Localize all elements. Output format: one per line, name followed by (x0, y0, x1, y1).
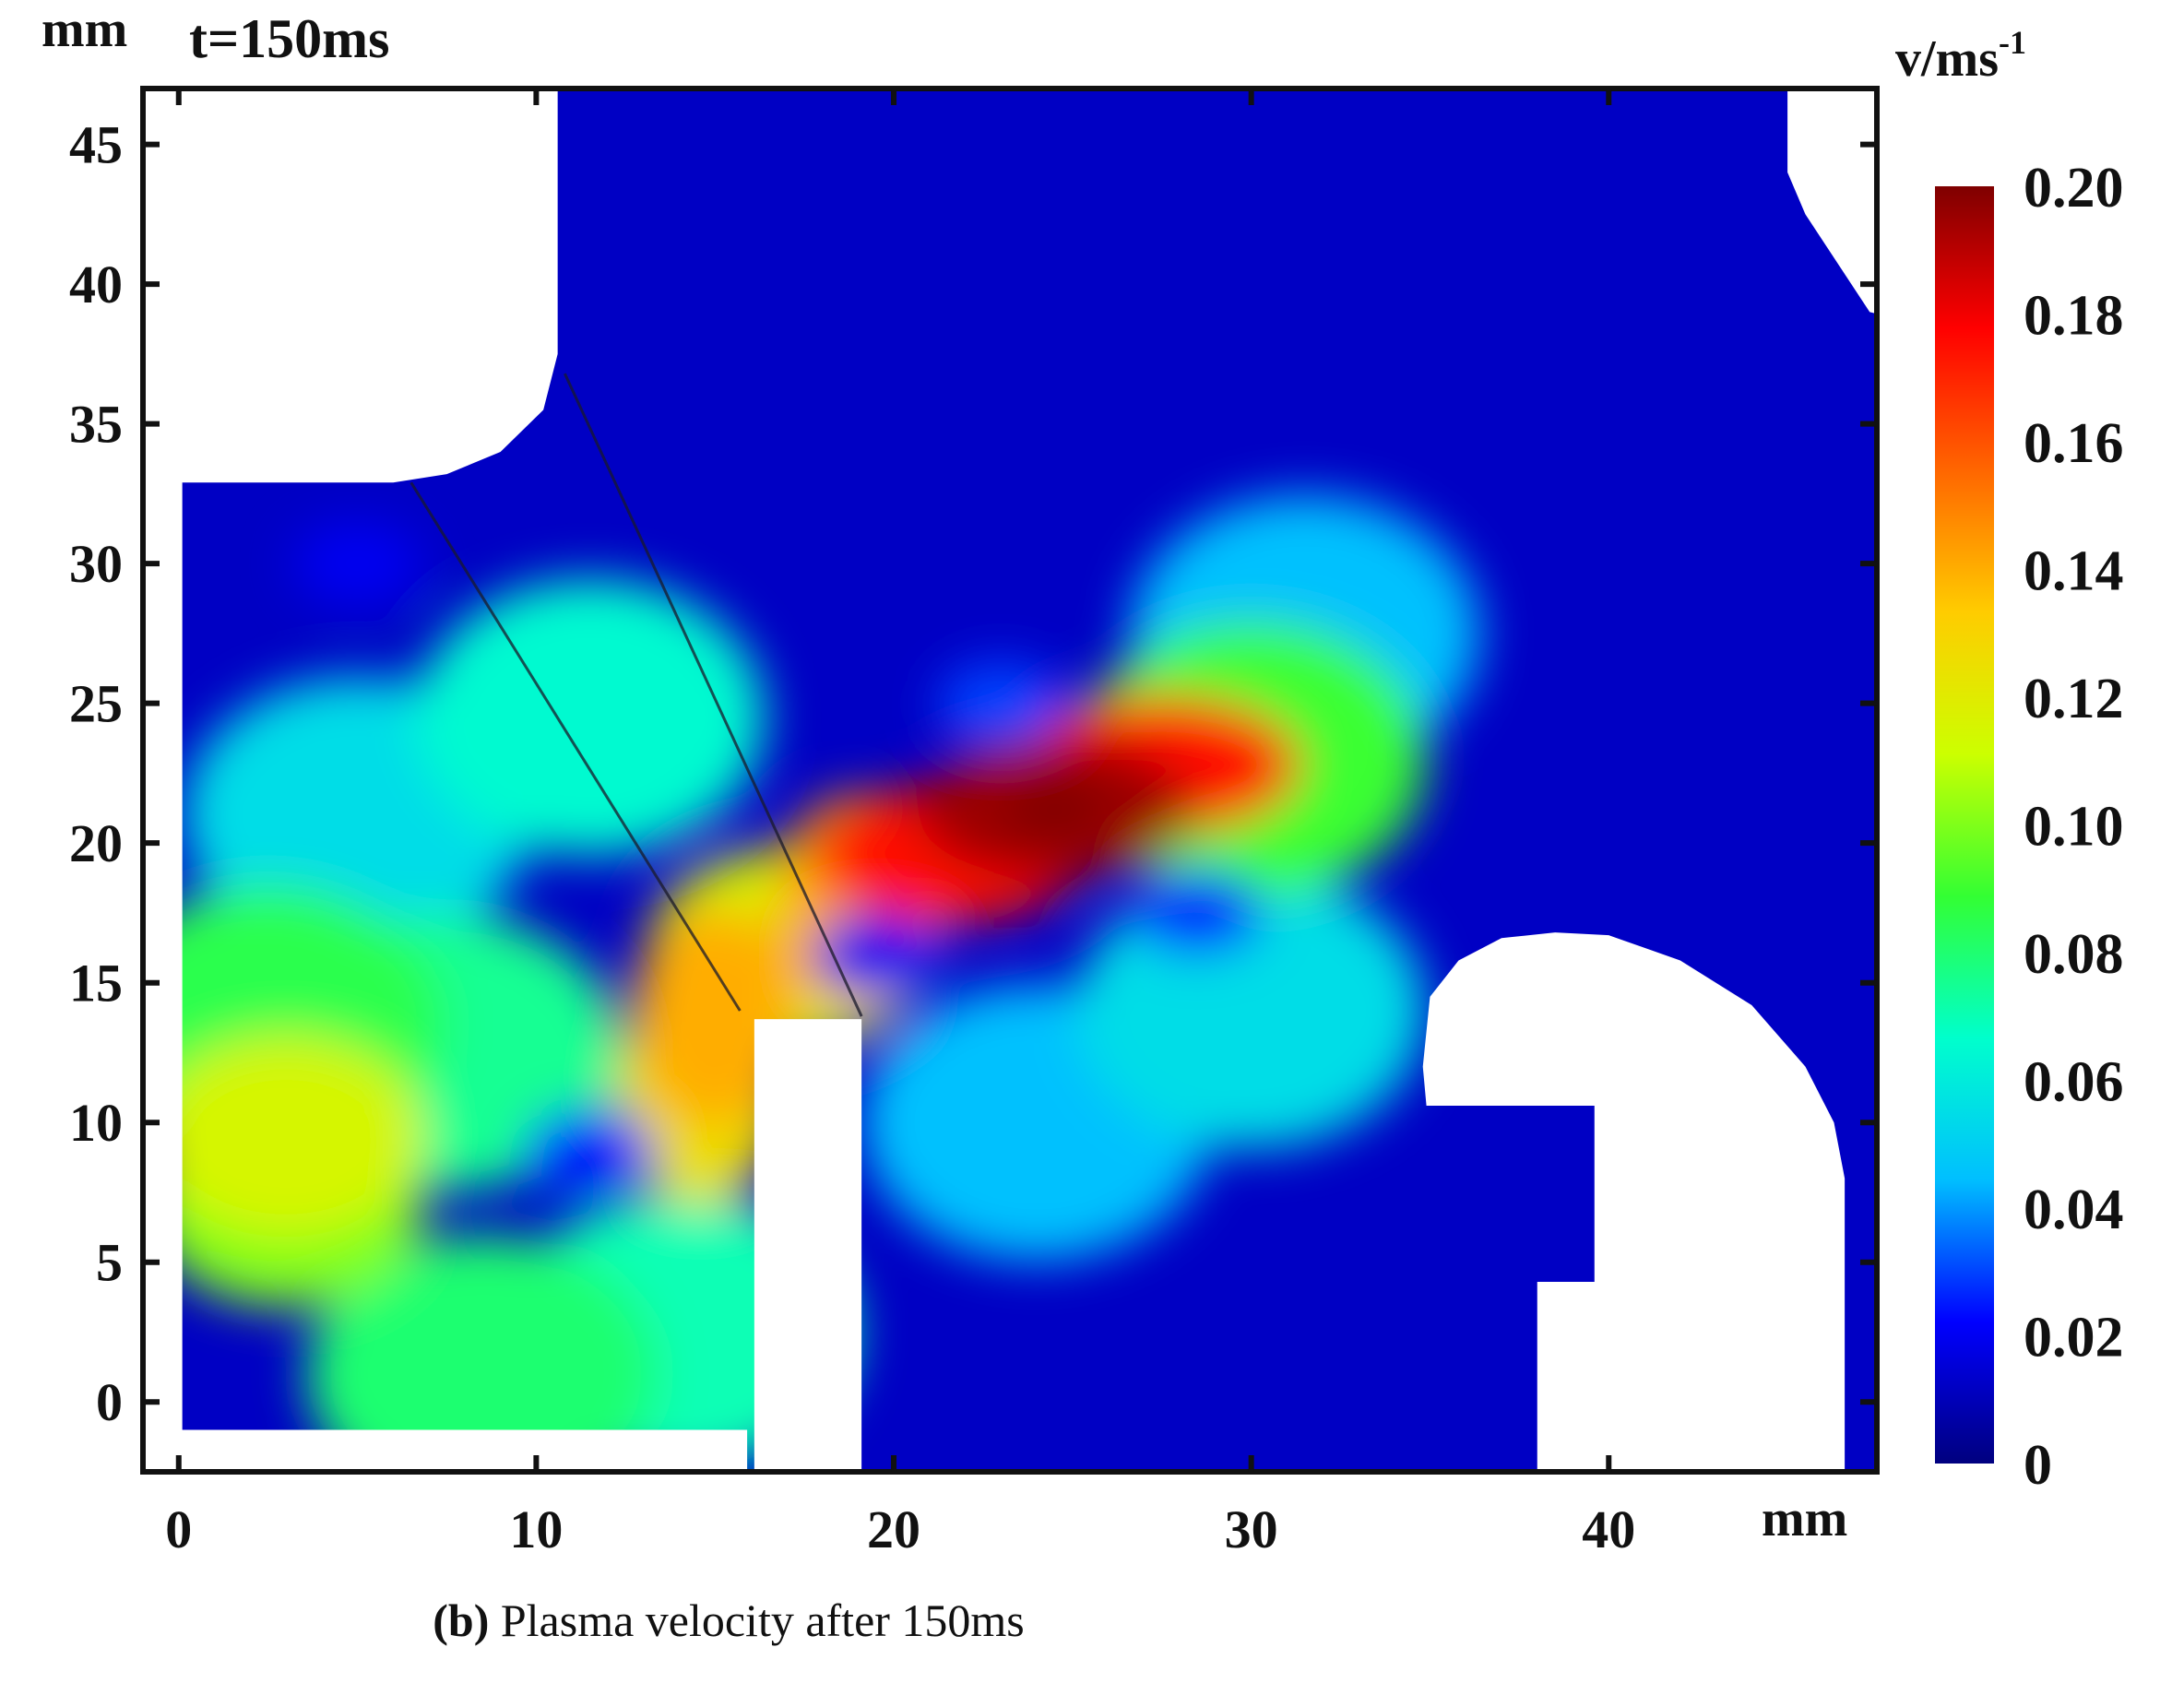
x-tick-label: 40 (1582, 1499, 1635, 1559)
y-tick-label: 0 (96, 1372, 123, 1432)
colorbar-tick-label: 0.12 (2024, 668, 2124, 730)
figure-caption: (b) Plasma velocity after 150ms (0, 1594, 1457, 1647)
colorbar-tick-label: 0.14 (2024, 540, 2124, 603)
bottom-left-gap (143, 1429, 748, 1472)
x-tick-label: 0 (165, 1499, 192, 1559)
boundary-line-left (410, 481, 742, 1012)
axis-ticks: 0 10 20 30 40 0 5 10 15 20 25 30 35 40 45 (69, 89, 1877, 1559)
top-left-electrode (143, 89, 558, 1430)
colorbar-tick-label: 0.08 (2024, 923, 2124, 986)
top-right-corner (1787, 89, 1877, 314)
colorbar-tick-label: 0.02 (2024, 1307, 2124, 1369)
x-tick-label: 20 (867, 1499, 920, 1559)
center-pin (754, 1019, 862, 1472)
plot-frame (140, 86, 1880, 1475)
electrode-masks (143, 89, 1877, 1472)
field-peak (999, 781, 1110, 837)
field-low (936, 661, 1066, 745)
colorbar-tick-label: 0 (2024, 1434, 2052, 1497)
x-tick-label: 10 (509, 1499, 563, 1559)
x-tick-label: 30 (1225, 1499, 1278, 1559)
colorbar-tick-label: 0.04 (2024, 1179, 2124, 1241)
x-axis-label: mm (1762, 1490, 1847, 1547)
field-low (1133, 871, 1263, 954)
y-tick-label: 10 (69, 1093, 123, 1153)
y-tick-label: 45 (69, 115, 123, 175)
colorbar-title-main: v/ms (1895, 30, 1999, 88)
colorbar-tick-label: 0.10 (2024, 796, 2124, 859)
colorbar-ticks: 0 0.02 0.04 0.06 0.08 0.10 0.12 0.14 0.16 0.18 0.2… (2024, 157, 2124, 1497)
y-axis-label: mm (42, 1, 127, 58)
y-tick-label: 40 (69, 255, 123, 314)
y-tick-label: 20 (69, 813, 123, 873)
field-low (525, 1108, 655, 1192)
colorbar-gradient (1935, 186, 1994, 1464)
field-hotspot (414, 578, 766, 856)
right-electrode (1422, 932, 1846, 1472)
colorbar-title: v/ms-1 (1895, 24, 2026, 88)
caption-text: Plasma velocity after 150ms (489, 1594, 1025, 1646)
field-low (292, 522, 422, 606)
colorbar-tick-label: 0.18 (2024, 285, 2124, 348)
boundary-line-right (564, 373, 863, 1017)
velocity-field (143, 89, 1877, 1472)
y-tick-label: 25 (69, 674, 123, 734)
colorbar-tick-label: 0.06 (2024, 1051, 2124, 1114)
colorbar-tick-label: 0.16 (2024, 412, 2124, 475)
y-tick-label: 5 (96, 1233, 123, 1293)
field-low (811, 913, 941, 997)
colorbar-tick-label: 0.20 (2024, 157, 2124, 219)
field-hotspot (307, 1235, 659, 1472)
y-tick-label: 15 (69, 954, 123, 1013)
y-tick-label: 35 (69, 395, 123, 455)
boundary-lines (410, 373, 863, 1017)
chart-title: t=150ms (189, 8, 390, 69)
colorbar: v/ms-1 0 0.02 0.04 0.06 0.08 0.10 0.12 0.14 0.16… (1895, 24, 2124, 1497)
caption-label: (b) (433, 1594, 490, 1646)
field-hotspot (148, 1035, 425, 1239)
y-tick-label: 30 (69, 534, 123, 594)
colorbar-title-exponent: -1 (1999, 24, 2026, 61)
